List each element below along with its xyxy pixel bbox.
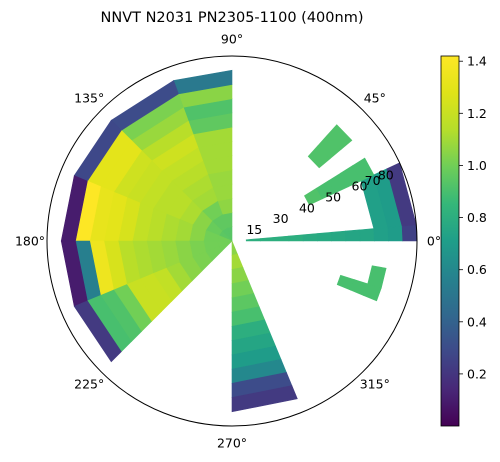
colorbar-tick-label: 0.2 [467,366,487,381]
angle-tick-label: 45° [364,91,386,106]
angle-tick-label: 90° [221,32,243,47]
radial-tick-label: 40 [299,200,315,215]
colorbar-tick-label: 0.6 [467,262,487,277]
heatmap-sector [345,229,361,242]
radial-tick-label: 30 [273,211,289,226]
colorbar-tick-label: 1.2 [467,106,487,121]
polar-frame [46,55,418,427]
heatmap-sector [330,230,347,242]
heatmap-sector [401,224,418,242]
heatmap-sector [359,228,375,242]
angle-tick-label: 270° [217,436,247,451]
angle-tick-labels: 0° 45° 90° 135° 180° 225° 270° 315° [15,32,441,451]
colorbar-tick-label: 1.0 [467,158,487,173]
heatmap-sector [73,300,122,363]
colorbar-tick-label: 0.8 [467,210,487,225]
radial-tick-label: 80 [378,168,394,183]
colorbar-ticks: 0.2 0.4 0.6 0.8 1.0 1.2 1.4 [459,54,487,381]
radial-tick-label: 50 [325,189,341,204]
heatmap-sector [316,231,332,242]
radial-tick-label: 70 [365,173,381,188]
heatmap-sector [367,265,387,289]
heatmap-sectors [60,69,418,413]
heatmap-sector [231,385,298,413]
heatmap-sector [288,234,304,242]
colorbar-tick-label: 0.4 [467,314,487,329]
colorbar-tick-label: 1.4 [467,54,487,69]
heatmap-sector [352,157,375,182]
colorbar: 0.2 0.4 0.6 0.8 1.0 1.2 1.4 [440,54,487,427]
heatmap-sector [387,225,404,242]
radial-tick-label: 15 [246,222,262,237]
radial-tick-label: 60 [352,179,368,194]
angle-tick-label: 0° [427,234,441,249]
heatmap-sector [373,227,389,242]
angle-tick-label: 135° [74,91,104,106]
heatmap-sector [302,233,318,242]
angle-tick-label: 180° [15,234,45,249]
heatmap-sector [231,240,238,256]
angle-tick-label: 315° [360,376,390,391]
colorbar-gradient [440,55,460,427]
heatmap-sector [326,124,353,150]
chart-title: NNVT N2031 PN2305-1100 (400nm) [101,10,364,26]
angle-tick-label: 225° [74,376,104,391]
heatmap-sector [245,238,261,242]
heatmap-sector [231,253,244,270]
heatmap-sector [260,235,290,242]
